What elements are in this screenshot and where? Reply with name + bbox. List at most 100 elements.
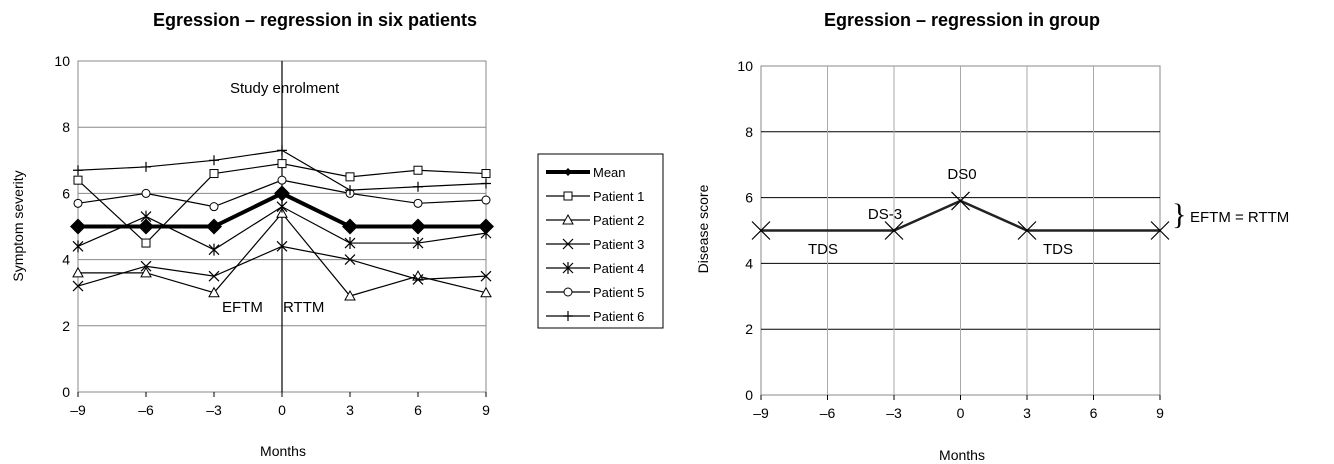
chart2-x-axis-label: Months <box>939 447 985 463</box>
chart1-y-tick-label: 0 <box>62 384 70 400</box>
data-point-patient-1 <box>481 169 491 179</box>
data-point-group-score <box>1017 221 1037 240</box>
chart1-y-tick-label: 10 <box>54 53 70 69</box>
series-patient-6 <box>73 145 491 196</box>
data-point-patient-2 <box>276 207 288 218</box>
chart1-x-tick-label: –6 <box>138 402 154 418</box>
data-point-patient-6 <box>481 178 491 189</box>
legend-label: Patient 1 <box>593 189 644 204</box>
series-patient-1 <box>73 159 491 248</box>
chart2-annotation-tds-left: TDS <box>808 241 838 258</box>
data-point-patient-1 <box>73 175 83 185</box>
chart1-x-tick-label: –3 <box>206 402 222 418</box>
chart1-title: Egression – regression in six patients <box>153 10 477 30</box>
data-point-patient-5 <box>141 188 151 198</box>
series-patient-3 <box>72 240 492 292</box>
data-point-patient-2 <box>208 286 220 298</box>
data-point-patient-2 <box>140 266 152 278</box>
data-point-patient-2 <box>344 289 356 301</box>
legend-label: Patient 3 <box>593 237 644 252</box>
data-point-patient-3 <box>140 260 152 272</box>
series-mean <box>70 185 494 235</box>
chart1-x-tick-label: 6 <box>414 402 422 418</box>
data-point-patient-4 <box>276 200 288 213</box>
chart2-brace: } <box>1172 198 1186 231</box>
data-point-patient-6 <box>277 145 287 156</box>
legend-item-patient-4: Patient 4 <box>546 261 644 276</box>
legend-label: Patient 2 <box>593 213 644 228</box>
data-point-patient-3 <box>480 270 492 282</box>
chart2-y-tick-label: 6 <box>745 190 753 206</box>
data-point-patient-2 <box>480 286 492 298</box>
data-point-patient-3 <box>344 254 356 266</box>
chart2-x-tick-label: 0 <box>957 405 965 421</box>
chart1-x-tick-label: 0 <box>278 402 286 418</box>
data-point-mean <box>138 218 154 235</box>
chart1-annotation-eftm: EFTM <box>222 299 263 316</box>
data-point-group-score <box>884 221 904 240</box>
chart2-y-tick-label: 2 <box>745 321 753 337</box>
chart2-x-tick-label: –6 <box>820 405 836 421</box>
data-point-patient-1 <box>277 159 287 169</box>
chart2-x-tick-label: –9 <box>753 405 769 421</box>
chart1-x-axis-label: Months <box>260 443 306 459</box>
legend-item-patient-1: Patient 1 <box>546 189 644 204</box>
legend-label: Patient 5 <box>593 285 644 300</box>
chart2-y-tick-label: 8 <box>745 124 753 140</box>
data-point-patient-6 <box>345 185 355 196</box>
chart1-x-tick-label: 9 <box>482 402 490 418</box>
legend-item-patient-5: Patient 5 <box>546 285 644 300</box>
chart2-annotation-tds-right: TDS <box>1043 241 1073 258</box>
legend-marker <box>562 213 574 225</box>
data-point-mean <box>410 218 426 235</box>
legend-marker <box>563 311 573 321</box>
data-point-patient-6 <box>209 155 219 166</box>
chart2-annotation-ds0: DS0 <box>947 166 976 183</box>
series-patient-2 <box>72 207 492 301</box>
series-patient-5 <box>73 175 491 212</box>
chart1-y-tick-label: 6 <box>62 185 70 201</box>
data-point-patient-1 <box>209 169 219 179</box>
legend-marker <box>562 238 574 250</box>
legend-item-patient-6: Patient 6 <box>546 309 644 324</box>
data-point-patient-6 <box>413 181 423 192</box>
data-point-patient-6 <box>141 161 151 172</box>
data-point-patient-3 <box>208 270 220 282</box>
legend-marker <box>563 287 573 297</box>
chart2-title: Egression – regression in group <box>824 10 1100 30</box>
data-point-patient-5 <box>481 195 491 205</box>
legend-item-mean: Mean <box>546 165 626 180</box>
legend-item-patient-3: Patient 3 <box>546 237 644 252</box>
data-point-mean <box>478 218 494 235</box>
chart2-x-tick-label: –3 <box>886 405 902 421</box>
data-point-mean <box>206 218 222 235</box>
data-point-patient-3 <box>72 280 84 292</box>
chart1-annotation-enrolment: Study enrolment <box>230 80 340 97</box>
data-point-patient-5 <box>73 198 83 208</box>
chart1-legend: Mean Patient 1 Patient 2 Patient 3 Patient 4… <box>537 153 664 329</box>
series-group-score <box>751 191 1170 240</box>
legend-label: Patient 4 <box>593 261 644 276</box>
data-point-patient-5 <box>209 202 219 212</box>
chart1-y-tick-label: 2 <box>62 318 70 334</box>
chart2-y-tick-label: 4 <box>745 255 753 271</box>
data-point-group-score <box>1150 221 1170 240</box>
data-point-mean <box>342 218 358 235</box>
chart2-y-tick-label: 10 <box>737 58 753 74</box>
legend-item-patient-2: Patient 2 <box>546 213 644 228</box>
data-point-patient-1 <box>141 238 151 248</box>
chart2-x-tick-label: 3 <box>1023 405 1031 421</box>
chart1-y-tick-label: 4 <box>62 252 70 268</box>
chart2-y-axis-label: Disease score <box>695 184 711 273</box>
data-point-patient-1 <box>345 172 355 182</box>
data-point-patient-3 <box>276 240 288 252</box>
chart2-x-tick-label: 9 <box>1156 405 1164 421</box>
data-point-patient-4 <box>412 237 424 250</box>
legend-marker <box>562 262 574 274</box>
chart-group: Egression – regression in group –9 –6 –3 0 3… <box>695 10 1289 463</box>
legend-marker <box>564 168 572 176</box>
data-point-mean <box>70 218 86 235</box>
data-point-patient-4 <box>344 237 356 250</box>
data-point-patient-5 <box>277 175 287 185</box>
